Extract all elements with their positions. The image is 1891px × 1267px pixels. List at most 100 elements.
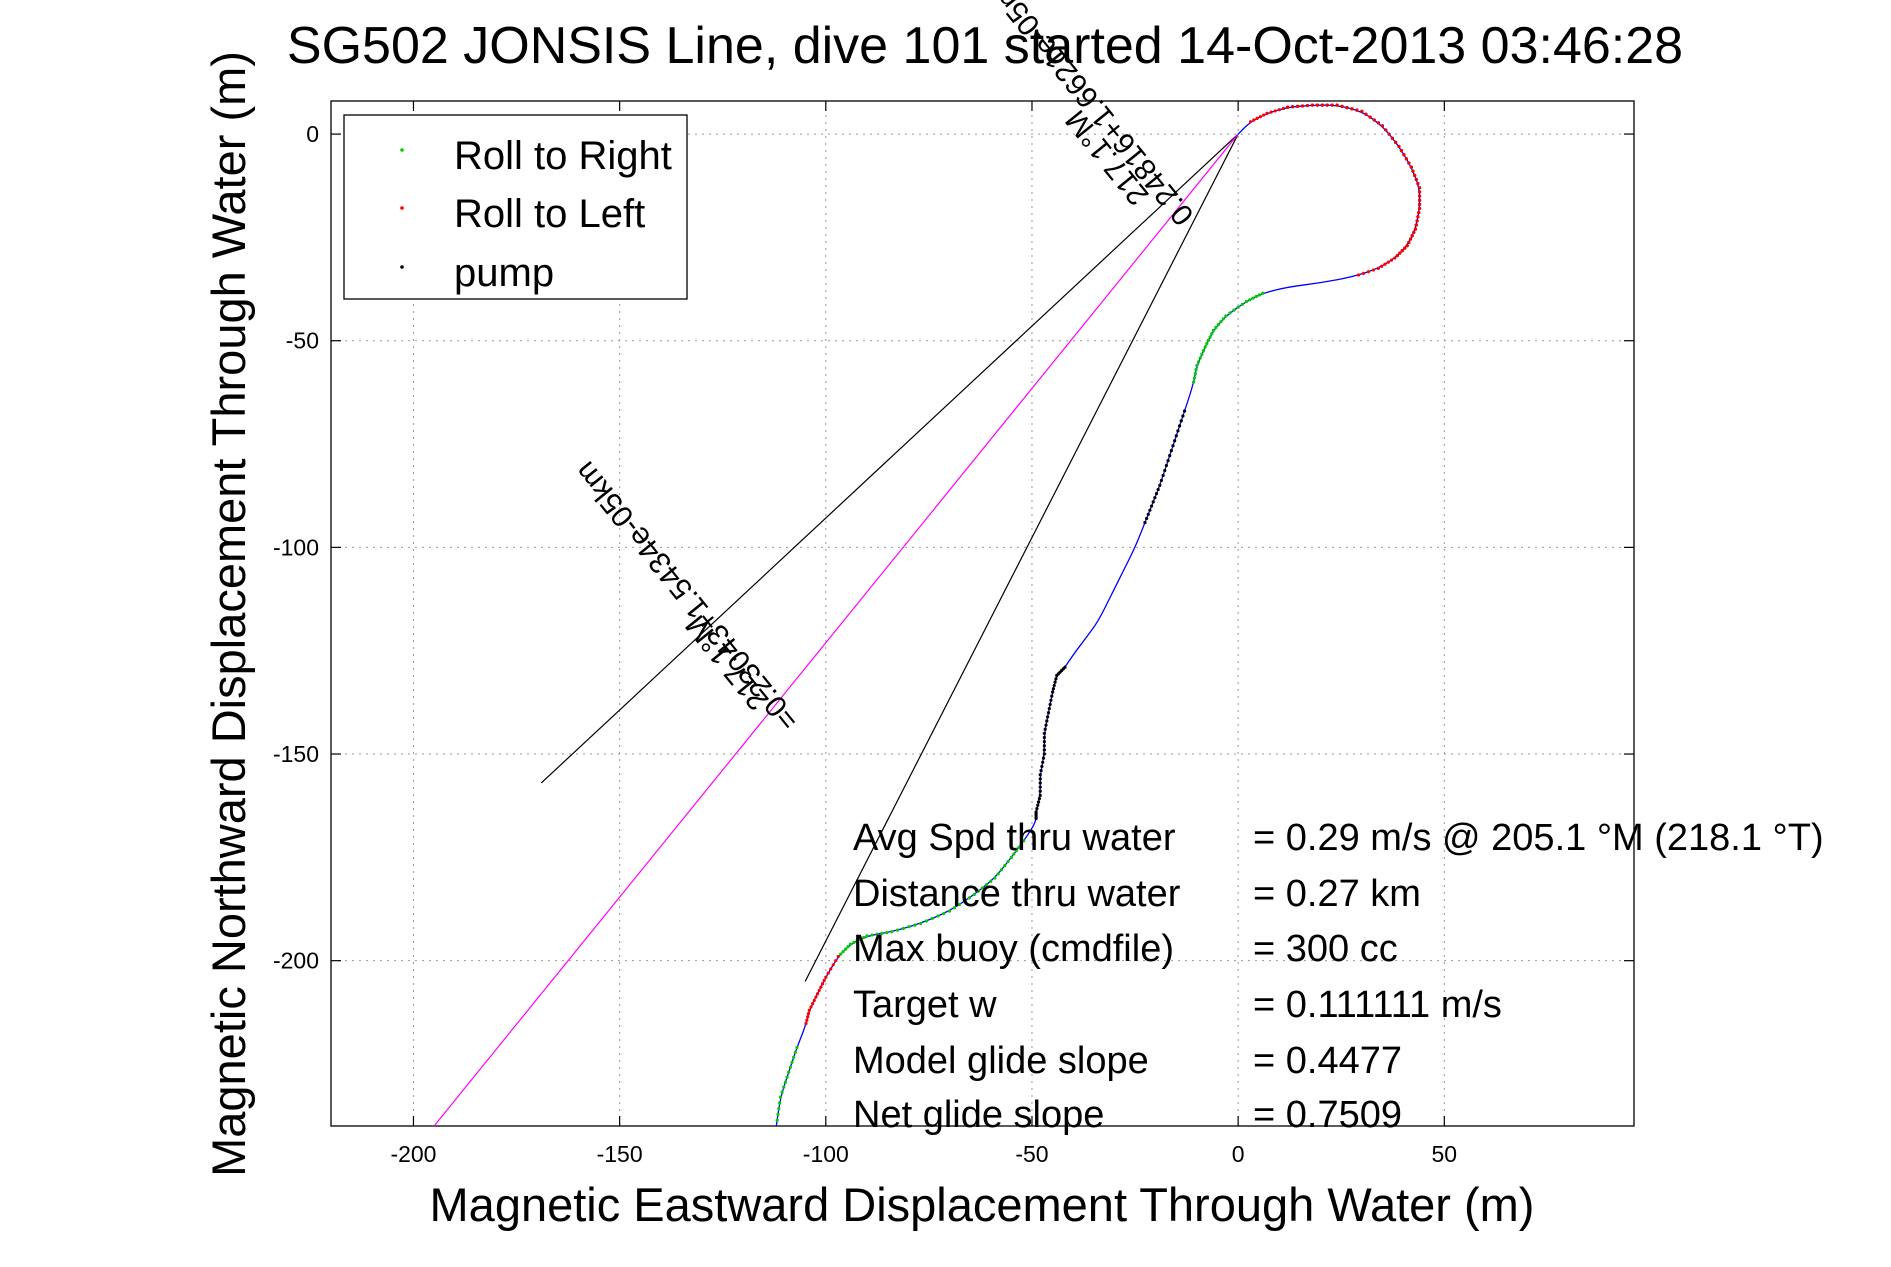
roll-left-marker bbox=[1265, 111, 1269, 115]
pump-marker bbox=[1048, 702, 1052, 707]
pump-marker bbox=[1045, 719, 1049, 723]
roll-left-marker bbox=[1380, 124, 1385, 128]
pump-marker bbox=[1182, 409, 1187, 413]
roll-left-marker bbox=[1417, 190, 1422, 194]
pump-marker bbox=[1174, 434, 1178, 438]
roll-right-marker bbox=[1193, 372, 1197, 376]
roll-right-marker bbox=[895, 928, 900, 932]
roll-left-marker bbox=[1335, 103, 1339, 107]
pump-marker bbox=[1044, 723, 1048, 727]
roll-right-marker bbox=[1009, 855, 1013, 859]
roll-right-marker bbox=[1228, 311, 1232, 315]
roll-right-marker bbox=[848, 942, 853, 946]
roll-left-marker bbox=[1384, 128, 1388, 132]
roll-right-marker bbox=[907, 925, 911, 929]
x-tick-label: -200 bbox=[390, 1141, 436, 1167]
pump-marker bbox=[1038, 777, 1042, 781]
roll-left-marker bbox=[819, 985, 823, 989]
roll-left-marker bbox=[1417, 186, 1422, 190]
roll-left-marker bbox=[1395, 253, 1399, 258]
roll-left-marker bbox=[1255, 116, 1259, 120]
x-axis-ticks: -200 -150 -100 -50 0 50 bbox=[390, 101, 1457, 1167]
pump-marker bbox=[1052, 683, 1056, 688]
roll-left-marker bbox=[1345, 106, 1349, 110]
roll-left-marker bbox=[1412, 230, 1416, 235]
roll-right-marker bbox=[778, 1095, 783, 1099]
stats-block: Avg Spd thru water = 0.29 m/s @ 205.1 °M… bbox=[853, 817, 1824, 1136]
pump-marker bbox=[1145, 516, 1149, 521]
roll-right-marker bbox=[952, 906, 957, 910]
roll-left-marker bbox=[1398, 251, 1402, 255]
legend-label-pump: pump bbox=[454, 251, 554, 295]
roll-right-marker bbox=[870, 933, 874, 937]
y-tick-label: -50 bbox=[286, 328, 319, 354]
roll-left-marker bbox=[1320, 103, 1324, 107]
pump-marker bbox=[1164, 463, 1169, 468]
y-tick-label: -100 bbox=[273, 534, 319, 560]
pump-marker bbox=[1046, 711, 1051, 715]
roll-right-marker bbox=[980, 886, 985, 890]
pump-marker bbox=[1049, 698, 1053, 702]
pump-marker bbox=[1042, 748, 1046, 752]
roll-right-marker bbox=[1195, 363, 1199, 368]
pump-marker bbox=[1051, 687, 1056, 691]
roll-left-marker bbox=[1325, 103, 1329, 107]
roll-left-marker bbox=[1355, 108, 1359, 112]
roll-right-marker bbox=[913, 923, 917, 927]
stat-value-model-glide: = 0.4477 bbox=[1253, 1040, 1402, 1082]
roll-left-marker bbox=[1417, 206, 1422, 211]
roll-left-marker bbox=[1340, 104, 1344, 108]
grid-layer bbox=[331, 101, 1634, 1126]
roll-right-marker bbox=[1219, 320, 1223, 324]
roll-left-marker bbox=[1286, 105, 1290, 109]
roll-right-marker bbox=[976, 889, 980, 893]
roll-left-marker bbox=[1413, 173, 1417, 177]
roll-left-marker bbox=[1368, 115, 1372, 119]
roll-right-marker bbox=[841, 949, 845, 954]
x-axis-label: Magnetic Eastward Displacement Through W… bbox=[430, 1178, 1535, 1231]
x-tick-label: -50 bbox=[1015, 1141, 1048, 1167]
roll-left-marker bbox=[1371, 268, 1375, 272]
pump-marker bbox=[1036, 803, 1040, 807]
roll-left-marker bbox=[836, 954, 840, 959]
pump-marker bbox=[1177, 424, 1182, 428]
pump-marker bbox=[1054, 677, 1058, 681]
pump-marker bbox=[1042, 731, 1046, 735]
pump-marker bbox=[1149, 504, 1154, 508]
roll-right-marker bbox=[844, 947, 848, 951]
pump-marker bbox=[1181, 414, 1185, 418]
roll-left-marker bbox=[831, 963, 835, 967]
roll-right-marker bbox=[788, 1065, 792, 1069]
roll-right-marker bbox=[1232, 308, 1236, 312]
pump-marker bbox=[1038, 789, 1042, 793]
roll-right-marker bbox=[957, 902, 962, 907]
roll-right-marker bbox=[947, 909, 952, 913]
pump-marker bbox=[1035, 806, 1039, 811]
x-tick-label: 50 bbox=[1432, 1141, 1458, 1167]
pump-marker bbox=[1041, 756, 1046, 760]
roll-right-marker bbox=[1261, 291, 1265, 295]
roll-left-marker bbox=[1402, 153, 1406, 157]
roll-left-marker bbox=[809, 1005, 813, 1009]
roll-left-marker bbox=[1408, 237, 1413, 241]
roll-right-marker bbox=[1208, 335, 1212, 339]
roll-left-marker bbox=[1361, 271, 1366, 275]
pump-marker bbox=[1038, 781, 1042, 785]
roll-left-marker bbox=[1360, 109, 1364, 113]
roll-right-marker bbox=[792, 1055, 796, 1059]
pump-marker bbox=[1151, 500, 1155, 504]
roll-left-marker bbox=[1290, 105, 1295, 109]
roll-left-marker bbox=[1417, 194, 1422, 198]
stat-label-distance: Distance thru water bbox=[853, 873, 1181, 915]
pump-marker bbox=[1038, 785, 1042, 789]
roll-right-marker bbox=[875, 932, 879, 936]
roll-left-marker bbox=[1252, 118, 1256, 122]
roll-right-marker bbox=[890, 930, 894, 934]
legend-label-roll-left: Roll to Left bbox=[454, 192, 645, 236]
pump-marker bbox=[1036, 800, 1041, 804]
cone-boundary-line bbox=[804, 133, 1239, 982]
pump-marker bbox=[1042, 735, 1046, 740]
roll-right-marker bbox=[855, 939, 859, 943]
pump-marker bbox=[1148, 508, 1152, 512]
pump-marker bbox=[1042, 744, 1046, 748]
